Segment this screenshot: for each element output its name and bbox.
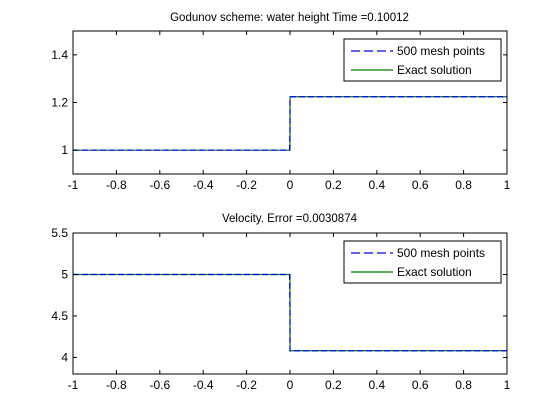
x-tick-label: 0.2 bbox=[325, 178, 342, 192]
legend: 500 mesh points Exact solution bbox=[343, 240, 502, 284]
tick-layer: -1 -0.8 -0.6 -0.4 -0.2 0 0.2 0.4 0.6 0.8 1 4 4.5 5 5.5 bbox=[51, 226, 510, 392]
y-tick-label: 4.5 bbox=[51, 309, 68, 323]
legend-label-exact: Exact solution bbox=[397, 265, 472, 279]
plot-water-height: Godunov scheme: water height Time =0.100… bbox=[51, 12, 510, 192]
x-tick-label: 0.4 bbox=[368, 178, 385, 192]
series-line-numerical bbox=[73, 96, 507, 151]
legend: 500 mesh points Exact solution bbox=[343, 38, 502, 82]
x-tick-label: 0.4 bbox=[368, 378, 385, 392]
y-tick-label: 1.2 bbox=[51, 96, 68, 110]
y-tick-label: 5 bbox=[61, 267, 68, 281]
plot-title: Velocity. Error =0.0030874 bbox=[222, 213, 358, 225]
tick-layer: -1 -0.8 -0.6 -0.4 -0.2 0 0.2 0.4 0.6 0.8 1 1 1.2 1.4 bbox=[51, 31, 511, 192]
x-tick-label: 0.8 bbox=[455, 178, 472, 192]
x-tick-label: -0.2 bbox=[236, 378, 257, 392]
series-layer bbox=[73, 96, 507, 151]
x-tick-label: 0.8 bbox=[455, 378, 472, 392]
series-layer bbox=[73, 273, 507, 352]
x-tick-label: -0.8 bbox=[106, 378, 127, 392]
x-tick-label: -0.4 bbox=[193, 178, 214, 192]
plot-title: Godunov scheme: water height Time =0.100… bbox=[170, 12, 409, 24]
y-tick-label: 1 bbox=[61, 143, 68, 157]
x-tick-label: -0.6 bbox=[149, 378, 170, 392]
x-tick-label: 0 bbox=[287, 178, 294, 192]
x-tick-label: -1 bbox=[68, 378, 79, 392]
legend-label-numerical: 500 mesh points bbox=[397, 246, 485, 260]
legend-box bbox=[343, 240, 502, 284]
legend-label-numerical: 500 mesh points bbox=[397, 44, 485, 58]
x-tick-label: 0.6 bbox=[412, 378, 429, 392]
y-tick-label: 4 bbox=[61, 350, 68, 364]
y-tick-label: 5.5 bbox=[51, 226, 68, 240]
x-tick-label: -0.8 bbox=[106, 178, 127, 192]
x-tick-label: 0.6 bbox=[412, 178, 429, 192]
x-tick-label: 1 bbox=[504, 178, 511, 192]
plot-velocity: Velocity. Error =0.0030874 -1 -0.8 -0.6 -0.… bbox=[51, 213, 510, 392]
y-tick-label: 1.4 bbox=[51, 48, 68, 62]
series-line-numerical bbox=[73, 273, 507, 352]
x-tick-label: -0.6 bbox=[149, 178, 170, 192]
x-tick-label: -0.2 bbox=[236, 178, 257, 192]
legend-label-exact: Exact solution bbox=[397, 63, 472, 77]
x-tick-label: -1 bbox=[68, 178, 79, 192]
legend-box bbox=[343, 38, 502, 82]
x-tick-label: 0.2 bbox=[325, 378, 342, 392]
x-tick-label: -0.4 bbox=[193, 378, 214, 392]
x-tick-label: 0 bbox=[287, 378, 294, 392]
x-tick-label: 1 bbox=[504, 378, 511, 392]
